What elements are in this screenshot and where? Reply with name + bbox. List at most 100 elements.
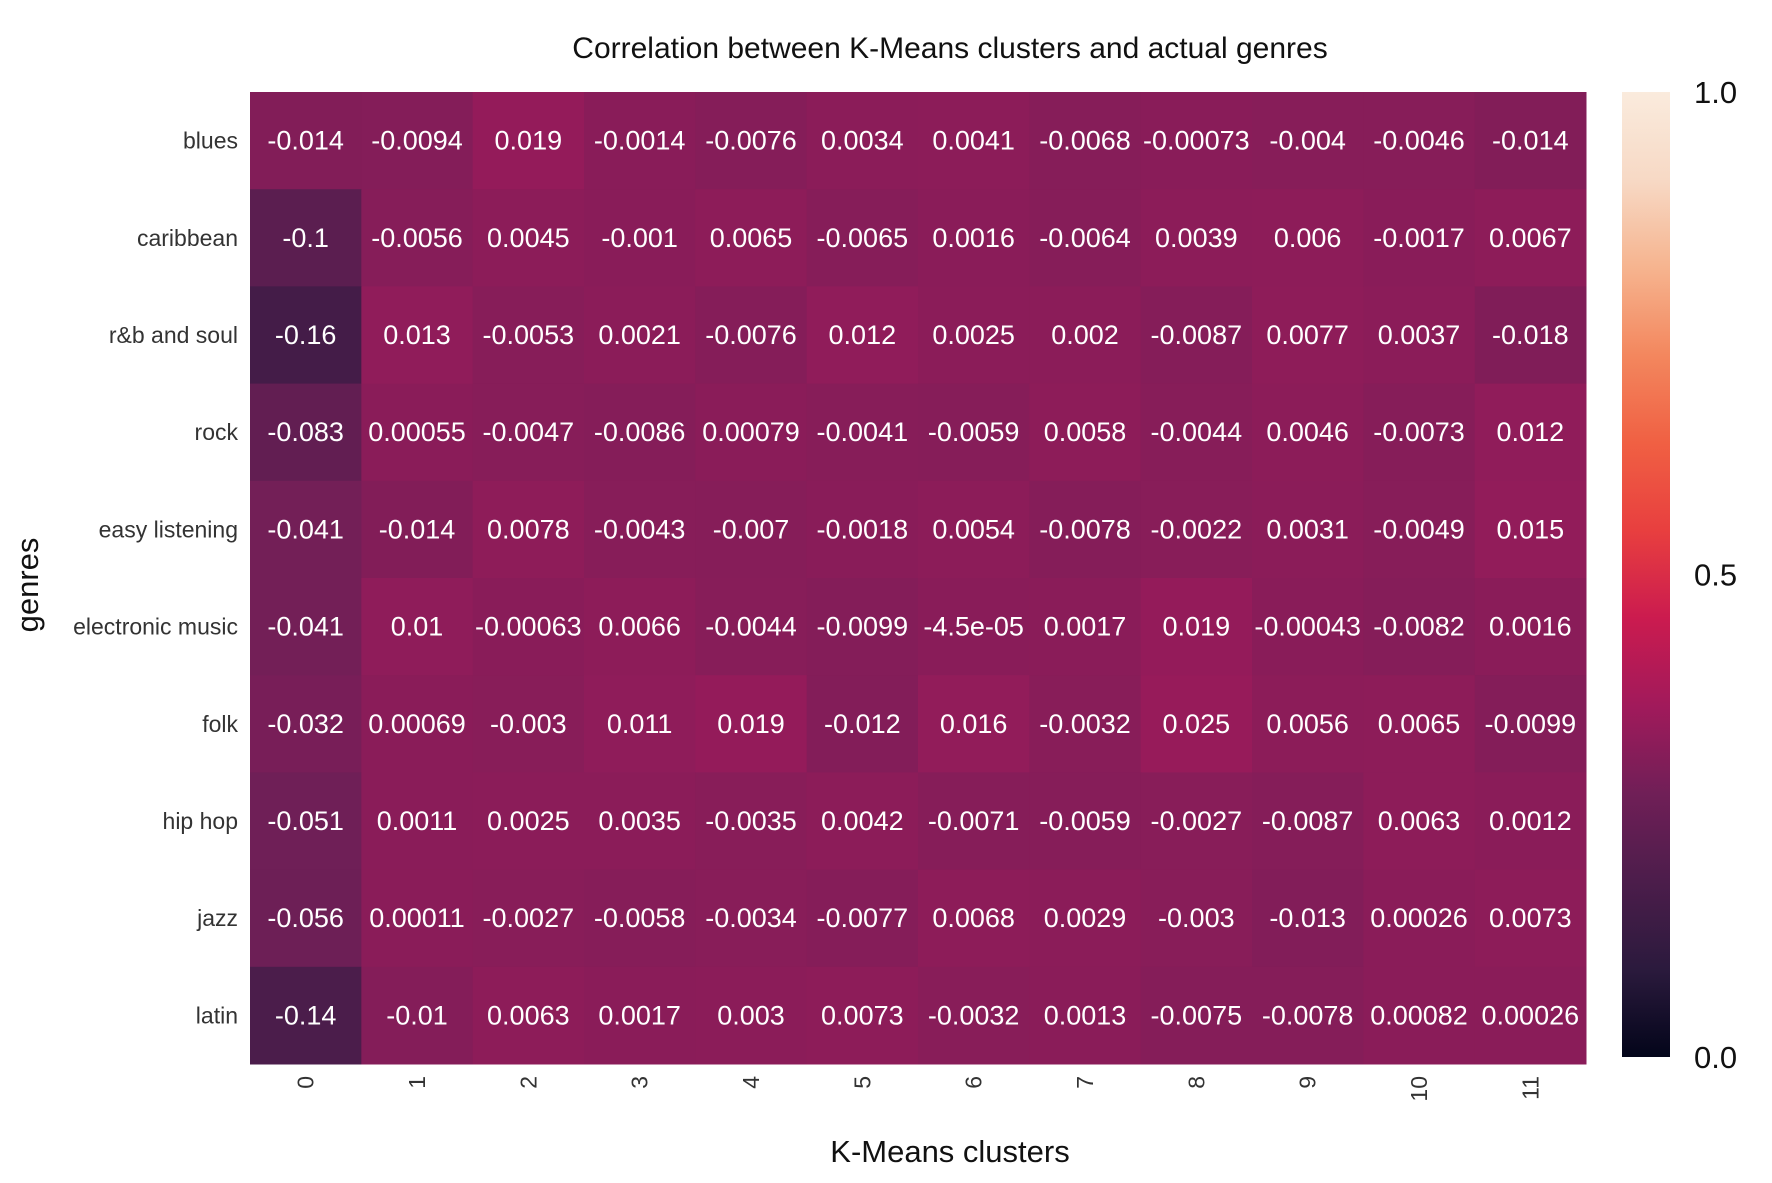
y-tick-label: jazz [196,905,238,931]
cell-value-label: -0.0022 [1151,514,1243,544]
x-tick-label: 11 [1517,1076,1543,1100]
heatmap-cell [472,578,585,676]
heatmap-cell [472,772,585,871]
heatmap-cell [1363,286,1476,385]
cell-value-label: 0.015 [1497,514,1565,544]
heatmap-cell [806,772,919,871]
cell-value-label: -0.0049 [1373,514,1465,544]
heatmap-cell [1363,92,1476,190]
heatmap-cell [361,966,474,1065]
heatmap-cell [1363,383,1476,482]
heatmap-cell [1252,578,1364,676]
cell-value-label: 0.0063 [487,1000,570,1030]
heatmap-cell [918,772,1030,871]
heatmap-cell [918,966,1030,1065]
heatmap-cell [806,578,919,676]
cell-value-label: -0.041 [267,514,344,544]
heatmap-cell [918,578,1030,676]
cell-value-label: 0.0067 [1489,223,1572,253]
heatmap-cell [1474,286,1587,385]
cell-value-label: -0.0078 [1262,1000,1354,1030]
heatmap-cell [584,578,696,676]
heatmap-cell [1363,869,1476,968]
heatmap-cell [250,383,362,482]
heatmap-cell [250,675,362,773]
heatmap-cell [250,966,362,1065]
heatmap-cell [1140,383,1253,482]
heatmap-cell [361,189,474,287]
heatmap-cell [806,480,919,579]
cell-value-label: -0.0059 [1039,806,1131,836]
cell-value-label: 0.0039 [1155,223,1238,253]
cell-value-label: -0.0068 [1039,126,1131,156]
heatmap-cell [695,480,808,579]
cell-value-label: 0.0063 [1378,806,1461,836]
heatmap-cell [584,675,696,773]
cell-value-label: 0.0025 [487,806,570,836]
y-axis-label: genres [10,538,45,633]
cell-value-label: -0.004 [1269,126,1346,156]
cell-value-label: 0.013 [383,320,451,350]
cell-value-label: 0.0065 [1378,709,1461,739]
cell-value-label: 0.01 [391,612,444,642]
cell-value-label: -0.00073 [1143,126,1250,156]
cell-value-label: 0.0025 [932,320,1015,350]
cell-value-label: 0.0078 [487,514,570,544]
cell-value-label: 0.019 [717,709,785,739]
cell-value-label: 0.0011 [377,806,458,836]
x-tick-label: 1 [404,1076,430,1089]
heatmap-cell [584,480,696,579]
cell-value-label: -0.0086 [594,417,686,447]
cell-value-label: -0.0017 [1373,223,1465,253]
cell-value-label: -0.0075 [1151,1000,1243,1030]
heatmap-cell [1252,92,1364,190]
heatmap-cell [695,772,808,871]
cell-value-label: 0.025 [1163,709,1231,739]
heatmap-cell [918,869,1030,968]
heatmap-cell [1474,189,1587,287]
heatmap-cell [1029,869,1142,968]
heatmap-cell [1474,675,1587,773]
x-axis-ticks: 0 1 2 3 4 5 6 7 8 9 10 11 [293,1076,1544,1102]
cell-value-label: 0.0012 [1489,806,1572,836]
heatmap-cell [584,189,696,287]
heatmap-cell [695,286,808,385]
y-tick-label: blues [183,128,238,154]
cell-value-label: -0.0027 [483,903,575,933]
cell-value-label: -0.003 [490,709,567,739]
heatmap-cell [695,966,808,1065]
cell-value-label: -4.5e-05 [923,612,1024,642]
heatmap-cell [1140,772,1253,871]
heatmap-cell [250,869,362,968]
heatmap-cell [1029,675,1142,773]
heatmap-cell [361,772,474,871]
heatmap-cell [1140,966,1253,1065]
heatmap-cell [918,480,1030,579]
cell-value-label: -0.003 [1158,903,1235,933]
cell-value-label: -0.014 [267,126,344,156]
x-tick-label: 9 [1295,1076,1321,1089]
cell-value-label: 0.00069 [368,709,466,739]
cell-value-label: -0.14 [275,1000,337,1030]
cell-value-label: -0.0087 [1262,806,1354,836]
cell-value-label: -0.0059 [928,417,1020,447]
cell-value-label: 0.0021 [598,320,681,350]
heatmap-cell [918,92,1030,190]
cell-value-label: -0.0076 [705,320,797,350]
cell-value-label: -0.0082 [1373,612,1465,642]
heatmap-cell [472,92,585,190]
cell-value-label: -0.056 [267,903,344,933]
heatmap-cell [584,286,696,385]
cell-value-label: -0.00043 [1254,612,1361,642]
heatmap-cell [1252,189,1364,287]
cell-value-label: 0.0017 [1044,612,1127,642]
cell-value-label: 0.0029 [1044,903,1127,933]
heatmap-cell [361,286,474,385]
y-tick-label: folk [202,711,238,737]
cell-value-label: -0.0041 [817,417,909,447]
heatmap-cell [472,189,585,287]
cell-value-label: 0.0046 [1266,417,1349,447]
cell-value-label: -0.0056 [371,223,463,253]
heatmap-cell [1474,869,1587,968]
heatmap-cell [806,92,919,190]
